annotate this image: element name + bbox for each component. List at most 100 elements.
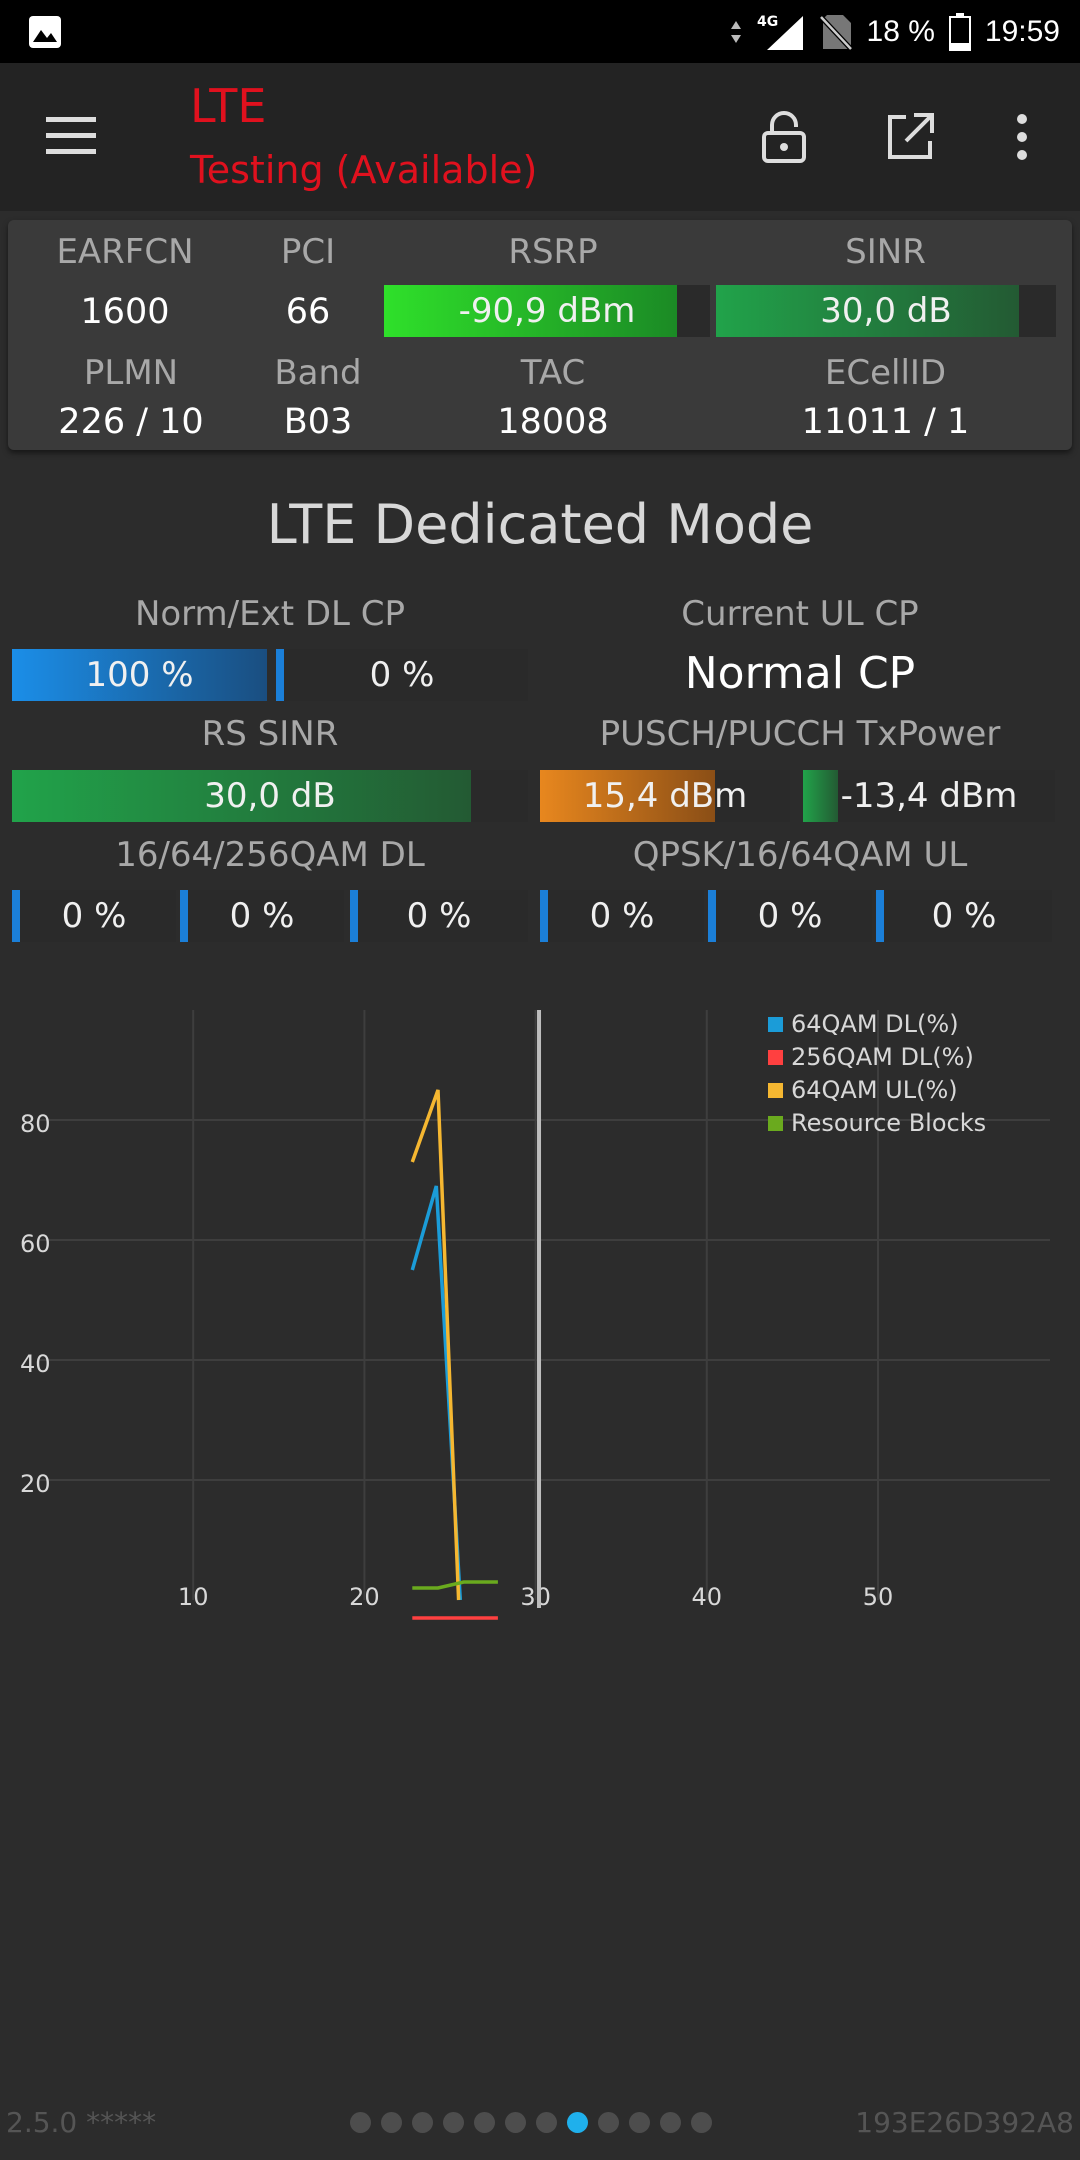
legend-label: Resource Blocks — [791, 1109, 986, 1137]
qam64-ul-bar: 0 % — [876, 890, 1052, 942]
signal-4g-icon: 4G — [757, 14, 803, 50]
rs-sinr-fill — [12, 770, 472, 822]
modulation-line-chart: 20 40 60 80 10 20 30 40 50 64QAM DL(%) 256QAM DL(%… — [20, 1010, 1050, 1620]
norm-dl-cp-bar: 100 % — [12, 649, 267, 701]
page-dot[interactable] — [660, 2112, 681, 2133]
earfcn-label: EARFCN — [56, 232, 194, 272]
pusch-power-value: 15,4 dBm — [582, 776, 748, 816]
app-title: LTE — [190, 79, 267, 133]
qam64-dl-fill — [180, 890, 188, 942]
qam16-ul-bar: 0 % — [708, 890, 872, 942]
image-notification-icon — [29, 16, 61, 48]
page-dot[interactable] — [350, 2112, 371, 2133]
rsrp-label: RSRP — [508, 232, 598, 272]
pucch-power-bar: -13,4 dBm — [803, 770, 1055, 822]
qam-ul-label: QPSK/16/64QAM UL — [632, 835, 968, 875]
page-dot[interactable] — [443, 2112, 464, 2133]
tac-value: 18008 — [497, 402, 609, 442]
pusch-power-bar: 15,4 dBm — [540, 770, 790, 822]
lock-open-icon[interactable] — [758, 111, 810, 163]
pucch-power-value: -13,4 dBm — [840, 776, 1018, 816]
ecellid-label: ECellID — [824, 353, 947, 393]
qam16-dl-fill — [12, 890, 20, 942]
sinr-value: 30,0 dB — [820, 291, 952, 331]
series-line-64qam-ul- — [410, 1089, 461, 1601]
legend-label: 64QAM UL(%) — [791, 1076, 958, 1104]
ecellid-value: 11011 / 1 — [801, 402, 970, 442]
page-dot[interactable] — [691, 2112, 712, 2133]
x-tick-label: 10 — [178, 1583, 209, 1611]
plmn-value: 226 / 10 — [58, 402, 204, 442]
qam64-dl-value: 0 % — [229, 896, 295, 936]
data-arrows-icon — [730, 20, 741, 43]
page-dot[interactable] — [629, 2112, 650, 2133]
ext-dl-cp-value: 0 % — [369, 655, 435, 695]
rsrp-bar-fill — [384, 285, 678, 337]
legend-swatch — [768, 1083, 783, 1098]
tx-power-label: PUSCH/PUCCH TxPower — [599, 714, 1001, 754]
legend-swatch — [768, 1116, 783, 1131]
x-tick-label: 30 — [520, 1583, 551, 1611]
cell-info-panel: EARFCN PCI RSRP SINR 1600 66 -90,9 dBm 3… — [8, 220, 1072, 450]
qam64-ul-fill — [876, 890, 884, 942]
x-tick-label: 20 — [349, 1583, 380, 1611]
norm-dl-cp-fill — [12, 649, 267, 701]
page-dot[interactable] — [598, 2112, 619, 2133]
clock: 19:59 — [984, 14, 1060, 48]
page-dot-active[interactable] — [567, 2112, 588, 2133]
mode-title: LTE Dedicated Mode — [266, 493, 814, 556]
qam64-dl-bar: 0 % — [180, 890, 344, 942]
device-id: 193E26D392A8 — [855, 2106, 1074, 2139]
pci-label: PCI — [280, 232, 336, 272]
y-tick-label: 40 — [20, 1350, 51, 1378]
series-line-64qam-dl- — [410, 1185, 463, 1601]
pusch-power-fill — [540, 770, 715, 822]
y-tick-label: 60 — [20, 1230, 51, 1258]
x-tick-label: 50 — [863, 1583, 894, 1611]
series-line-resource-blocks — [412, 1580, 498, 1590]
legend-swatch — [768, 1050, 783, 1065]
qam16-dl-value: 0 % — [61, 896, 127, 936]
page-dot[interactable] — [505, 2112, 526, 2133]
legend-label: 256QAM DL(%) — [791, 1043, 974, 1071]
overflow-menu-icon[interactable] — [1008, 111, 1036, 163]
pucch-power-fill — [803, 770, 839, 822]
qpsk-ul-value: 0 % — [589, 896, 655, 936]
sinr-label: SINR — [845, 232, 926, 272]
plmn-label: PLMN — [83, 353, 179, 393]
page-dot[interactable] — [381, 2112, 402, 2133]
qam256-dl-fill — [350, 890, 358, 942]
qpsk-ul-fill — [540, 890, 548, 942]
rsrp-bar: -90,9 dBm — [384, 285, 710, 337]
rs-sinr-value: 30,0 dB — [204, 776, 336, 816]
band-label: Band — [274, 353, 362, 393]
menu-icon[interactable] — [46, 115, 100, 157]
tac-label: TAC — [520, 353, 586, 393]
y-tick-label: 20 — [20, 1470, 51, 1498]
page-indicator[interactable] — [350, 2112, 712, 2133]
earfcn-value: 1600 — [80, 292, 170, 332]
qpsk-ul-bar: 0 % — [540, 890, 704, 942]
norm-ext-dl-cp-label: Norm/Ext DL CP — [134, 594, 406, 634]
legend-swatch — [768, 1017, 783, 1032]
app-bar: LTE Testing (Available) — [0, 63, 1080, 211]
page-dot[interactable] — [474, 2112, 495, 2133]
ext-dl-cp-fill — [276, 649, 284, 701]
pci-value: 66 — [285, 292, 331, 332]
qam256-dl-bar: 0 % — [350, 890, 528, 942]
version-label: 2.5.0 ***** — [6, 2106, 157, 2139]
qam256-dl-value: 0 % — [406, 896, 472, 936]
open-external-icon[interactable] — [884, 111, 936, 163]
page-dot[interactable] — [412, 2112, 433, 2133]
rsrp-value: -90,9 dBm — [458, 291, 636, 331]
qam16-ul-fill — [708, 890, 716, 942]
rs-sinr-label: RS SINR — [201, 714, 339, 754]
battery-icon — [948, 12, 971, 51]
current-ul-cp-value: Normal CP — [684, 648, 916, 699]
current-ul-cp-label: Current UL CP — [681, 594, 919, 634]
page-dot[interactable] — [536, 2112, 557, 2133]
ext-dl-cp-bar: 0 % — [276, 649, 528, 701]
rs-sinr-bar: 30,0 dB — [12, 770, 528, 822]
y-tick-label: 80 — [20, 1110, 51, 1138]
no-sim-icon — [818, 14, 853, 51]
